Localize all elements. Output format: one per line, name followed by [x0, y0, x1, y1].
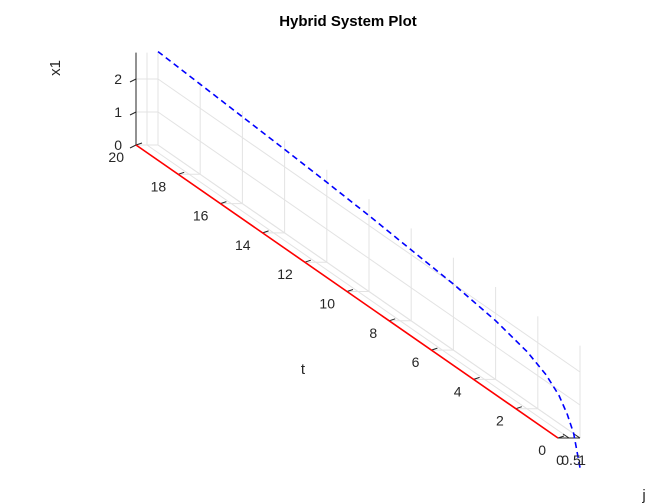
t-tick-label: 18	[151, 178, 167, 194]
j-tick-label: 0.5	[561, 452, 581, 468]
t-tick-label: 10	[319, 296, 335, 312]
x1-tick-label: 1	[114, 104, 122, 120]
j-tick-label: 1	[578, 452, 586, 468]
j-tick-label: 0	[556, 452, 564, 468]
x1-tick-mark	[129, 111, 137, 116]
grid-line	[146, 144, 570, 439]
t-tick-mark	[220, 201, 227, 205]
j-tick-mark	[573, 433, 581, 439]
axis-layer	[129, 52, 581, 439]
t-tick-label: 12	[277, 266, 293, 282]
t-tick-mark	[135, 142, 143, 146]
t-tick-label: 4	[454, 383, 462, 399]
t-axis-label: t	[301, 361, 306, 378]
t-tick-mark	[389, 318, 396, 322]
t-tick-label: 8	[369, 325, 377, 341]
series-layer	[135, 50, 581, 468]
grid-layer	[135, 52, 581, 439]
t-tick-label: 6	[412, 354, 420, 370]
t-tick-mark	[304, 259, 311, 263]
chart-title: Hybrid System Plot	[279, 13, 417, 30]
t-tick-mark	[262, 230, 269, 234]
t-tick-label: 0	[538, 442, 546, 458]
j-axis-label: j	[641, 487, 645, 504]
t-tick-label: 20	[108, 149, 124, 165]
t-tick-mark	[431, 347, 438, 351]
t-tick-mark	[515, 406, 522, 410]
series-dashed-line	[157, 50, 581, 468]
x1-tick-label: 2	[114, 71, 122, 87]
x1-tick-mark	[129, 78, 137, 83]
t-tick-mark	[178, 171, 185, 175]
x1-axis-label: x1	[47, 60, 64, 76]
series-solid-line	[135, 144, 559, 439]
j-tick-mark	[562, 433, 570, 439]
grid-line	[157, 144, 581, 439]
t-tick-label: 16	[193, 208, 209, 224]
grid-line	[157, 111, 581, 406]
x1-tick-mark	[129, 144, 137, 149]
grid-line	[157, 78, 581, 373]
t-tick-mark	[557, 435, 565, 439]
t-tick-mark	[346, 289, 354, 292]
t-tick-mark	[473, 376, 480, 380]
t-tick-label: 14	[235, 237, 251, 253]
t-tick-label: 2	[496, 413, 504, 429]
x1-tick-label: 0	[114, 137, 122, 153]
